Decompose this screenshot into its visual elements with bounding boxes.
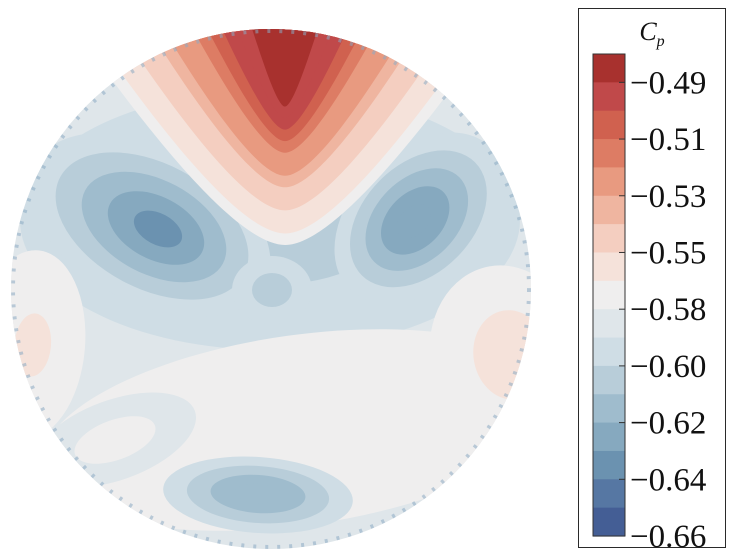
colorbar-swatch (593, 337, 625, 367)
colorbar-swatch (593, 280, 625, 310)
colorbar-swatch (593, 309, 625, 339)
contour-field (11, 29, 531, 549)
colorbar-swatch (593, 110, 625, 140)
colorbar-tick-label: −0.64 (630, 462, 706, 498)
colorbar-swatch (593, 252, 625, 282)
colorbar-swatch (593, 195, 625, 225)
colorbar-swatch (593, 139, 625, 169)
colorbar-swatch (593, 54, 625, 83)
colorbar-legend: Cp −0.49 −0.51 −0.53 −0.55 −0.58 −0.60 −0.62 −0… (578, 8, 726, 549)
colorbar-tick-label: −0.60 (630, 349, 706, 385)
cp-contour-plot (11, 29, 531, 549)
colorbar-tick-label: −0.53 (630, 179, 706, 215)
colorbar-tick-label: −0.49 (630, 65, 706, 101)
colorbar-tick-label: −0.66 (630, 519, 706, 549)
colorbar-title: Cp (639, 17, 665, 51)
colorbar-swatch (593, 394, 625, 424)
colorbar-swatch (593, 167, 625, 197)
colorbar-swatch (593, 224, 625, 254)
colorbar-frame (592, 53, 626, 537)
bottom-left-pale (74, 416, 156, 464)
lower-light-region (171, 379, 429, 481)
colorbar-swatch (593, 507, 625, 537)
colorbar: −0.49 −0.51 −0.53 −0.55 −0.58 −0.60 −0.62 −0.64… (592, 53, 706, 549)
colorbar-swatch (593, 365, 625, 395)
colorbar-swatch (593, 479, 625, 509)
colorbar-tick-label: −0.55 (630, 235, 706, 271)
rim-speckle (11, 29, 531, 549)
right-blue-lobe (396, 204, 431, 239)
center-blue-disk (252, 273, 292, 307)
colorbar-swatch (593, 422, 625, 452)
colorbar-swatch (593, 82, 625, 112)
colorbar-swatch (593, 450, 625, 480)
colorbar-tick-label: −0.51 (630, 122, 706, 158)
left-pink-lobe (14, 313, 52, 377)
left-blue-lobe (133, 210, 183, 248)
colorbar-tick-label: −0.62 (630, 406, 706, 442)
bottom-blue-lobe (234, 483, 282, 504)
colorbar-tick-label: −0.58 (630, 292, 706, 328)
top-red-lobe (251, 29, 319, 107)
